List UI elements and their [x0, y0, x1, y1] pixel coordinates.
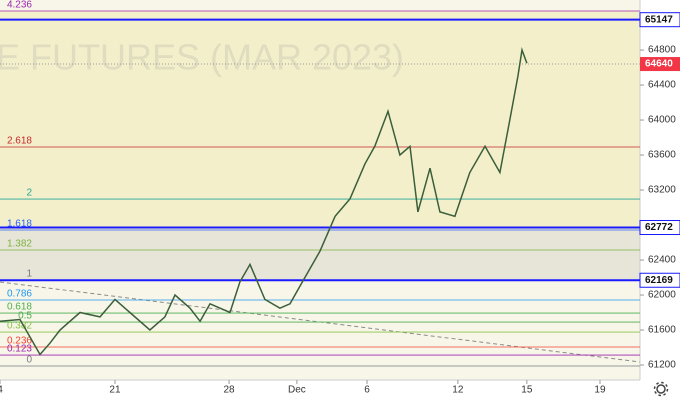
- last-price-label: 64640: [645, 59, 673, 70]
- level-label: 62169: [645, 275, 673, 286]
- fib-label: 1.618: [7, 219, 32, 230]
- y-tick-label: 63200: [648, 185, 676, 196]
- level-box: [639, 12, 680, 28]
- watermark: E FUTURES (MAR 2023): [0, 37, 404, 78]
- fib-label: 4.236: [7, 0, 32, 11]
- y-tick-label: 61200: [648, 360, 676, 371]
- y-tick-label: 61600: [648, 325, 676, 336]
- level-box: [639, 219, 680, 235]
- level-label: 65147: [645, 14, 673, 25]
- fib-label: 0.382: [7, 321, 32, 332]
- last-price-box: [640, 57, 680, 72]
- settings-icon[interactable]: [653, 381, 669, 397]
- x-tick-label: 28: [223, 385, 235, 396]
- x-tick-label: 12: [452, 385, 464, 396]
- fib-label: 2.618: [7, 136, 32, 147]
- fib-label: 0: [26, 355, 32, 366]
- fib-label: 0.5: [18, 311, 32, 322]
- y-tick-label: 62000: [648, 290, 676, 301]
- x-tick-label: 6: [364, 385, 370, 396]
- fib-label: 0.123: [7, 344, 32, 355]
- x-tick-label: 4: [0, 385, 3, 396]
- level-label: 62772: [645, 222, 673, 233]
- band: [0, 230, 640, 280]
- y-tick-label: 62400: [648, 255, 676, 266]
- fib-label: 2: [26, 188, 32, 199]
- x-tick-label: 15: [521, 385, 533, 396]
- y-tick-label: 64800: [648, 45, 676, 56]
- fib-label: 0.786: [7, 289, 32, 300]
- y-tick-label: 64000: [648, 115, 676, 126]
- band: [0, 11, 640, 231]
- fib-label: 0.618: [7, 302, 32, 313]
- bands: [0, 11, 640, 280]
- x-tick-label: 19: [594, 385, 606, 396]
- price-line: [0, 47, 528, 356]
- x-tick-label: Dec: [288, 385, 306, 396]
- y-tick-label: 63600: [648, 150, 676, 161]
- x-tick-label: 21: [109, 385, 121, 396]
- fib-label: 1: [26, 269, 32, 280]
- fib-label: 0.236: [7, 336, 32, 347]
- level-box: [639, 272, 680, 288]
- fib-label: 1.382: [7, 239, 32, 250]
- y-tick-label: 64400: [648, 80, 676, 91]
